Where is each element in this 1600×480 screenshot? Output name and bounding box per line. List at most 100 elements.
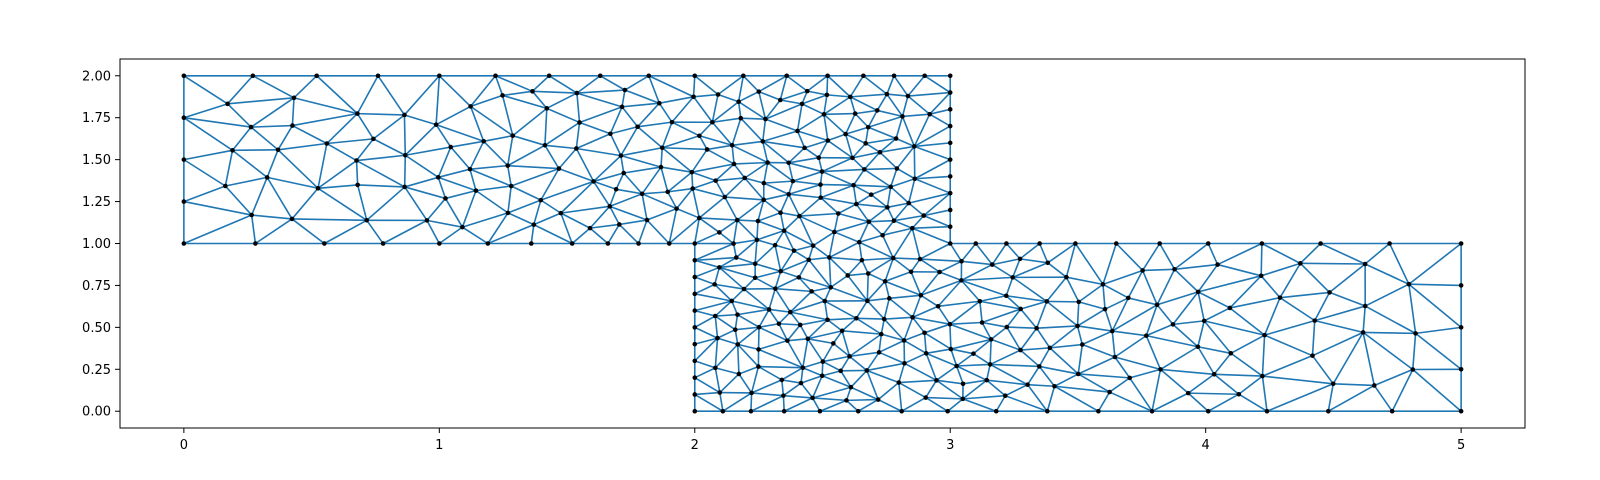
mesh-edge	[844, 133, 854, 159]
mesh-node	[605, 241, 611, 246]
mesh-node	[1052, 383, 1057, 389]
mesh-edge	[914, 158, 951, 180]
mesh-edge	[754, 270, 781, 279]
mesh-edge	[774, 276, 800, 290]
mesh-edge	[737, 313, 760, 328]
mesh-node	[569, 241, 575, 246]
mesh-edge	[1114, 356, 1161, 371]
mesh-node	[1064, 274, 1069, 280]
mesh-edge	[1112, 330, 1147, 337]
mesh-node	[960, 381, 966, 387]
mesh-node	[322, 241, 327, 246]
mesh-node	[822, 298, 828, 304]
mesh-node	[644, 217, 650, 223]
mesh-edge	[901, 396, 927, 412]
mesh-edge	[254, 218, 293, 245]
mesh-edge	[737, 219, 759, 222]
mesh-edge	[1020, 347, 1050, 351]
mesh-node	[717, 265, 722, 270]
mesh-node	[1236, 391, 1242, 397]
mesh-edge	[744, 177, 765, 201]
mesh-edge	[925, 396, 963, 400]
mesh-edge	[939, 260, 962, 273]
mesh-edge	[694, 266, 720, 278]
mesh-edge	[979, 301, 983, 323]
mesh-edge	[758, 348, 804, 369]
mesh-edge	[868, 219, 894, 223]
mesh-edge	[227, 75, 254, 105]
mesh-edge	[858, 242, 863, 261]
mesh-edge	[790, 300, 826, 313]
mesh-edge	[879, 151, 898, 170]
mesh-edge	[808, 256, 830, 261]
mesh-node	[888, 184, 894, 190]
mesh-node	[1172, 267, 1177, 272]
mesh-edge	[426, 219, 463, 228]
mesh-edge	[750, 394, 784, 412]
mesh-edge	[820, 197, 839, 215]
mesh-edge	[979, 294, 1007, 303]
mesh-edge	[1204, 320, 1265, 336]
mesh-node	[1318, 241, 1323, 246]
mesh-edge	[956, 353, 974, 367]
mesh-edge	[404, 176, 439, 188]
mesh-node	[621, 170, 626, 176]
mesh-node	[1018, 347, 1023, 353]
mesh-edge	[808, 259, 832, 288]
mesh-edge	[619, 219, 648, 226]
mesh-edge	[786, 340, 804, 369]
mesh-edge	[1327, 384, 1375, 412]
mesh-edge	[878, 339, 905, 354]
mesh-edge	[738, 90, 760, 103]
mesh-node	[1010, 275, 1016, 280]
mesh-edge	[609, 193, 643, 208]
mesh-edge	[1036, 325, 1078, 330]
mesh-node	[1185, 390, 1191, 396]
mesh-node	[912, 144, 917, 149]
mesh-edge	[661, 135, 700, 149]
mesh-edge	[1109, 377, 1131, 393]
mesh-edge	[694, 300, 732, 312]
mesh-edge	[758, 75, 788, 93]
mesh-edge	[881, 234, 894, 259]
mesh-edge	[469, 164, 508, 170]
mesh-edge	[833, 213, 840, 233]
mesh-edge	[404, 154, 439, 178]
mesh-node	[636, 241, 641, 246]
mesh-edge	[1329, 263, 1366, 294]
mesh-edge	[1412, 368, 1462, 412]
mesh-edge	[763, 182, 790, 195]
mesh-edge	[820, 184, 854, 199]
mesh-edge	[914, 175, 951, 180]
mesh-node	[863, 141, 868, 146]
mesh-edge	[737, 101, 742, 119]
mesh-edge	[450, 146, 471, 170]
mesh-node	[881, 316, 887, 322]
mesh-node	[947, 207, 953, 213]
mesh-edge	[821, 170, 854, 186]
mesh-node	[918, 292, 924, 298]
mesh-node	[1017, 256, 1023, 262]
mesh-edge	[866, 273, 870, 301]
mesh-edge	[706, 144, 733, 151]
mesh-edge	[589, 205, 611, 229]
mesh-edge	[807, 337, 834, 345]
mesh-edge	[828, 257, 832, 288]
mesh-edge	[1078, 373, 1130, 379]
mesh-edge	[183, 117, 233, 152]
mesh-node	[772, 242, 778, 248]
mesh-edge	[698, 135, 708, 150]
mesh-edge	[507, 164, 559, 170]
mesh-edge	[792, 180, 821, 186]
mesh-node	[713, 178, 718, 183]
mesh-edge	[832, 342, 851, 357]
mesh-node	[839, 328, 845, 334]
mesh-edge	[852, 168, 865, 186]
mesh-node	[355, 111, 360, 116]
mesh-node	[908, 269, 914, 275]
mesh-edge	[1115, 242, 1144, 272]
mesh-edge	[735, 326, 760, 331]
mesh-edge	[757, 220, 785, 232]
mesh-edge	[1128, 297, 1158, 306]
